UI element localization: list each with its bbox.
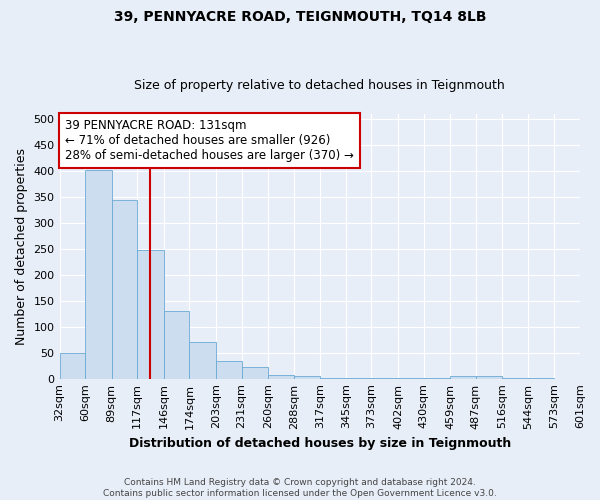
Y-axis label: Number of detached properties: Number of detached properties — [15, 148, 28, 345]
Title: Size of property relative to detached houses in Teignmouth: Size of property relative to detached ho… — [134, 79, 505, 92]
Bar — [137, 250, 164, 378]
Bar — [580, 376, 600, 378]
Bar — [476, 376, 502, 378]
Bar — [216, 360, 242, 378]
Bar — [242, 368, 268, 378]
Bar — [190, 342, 216, 378]
Bar — [294, 376, 320, 378]
Bar — [112, 200, 137, 378]
Text: 39 PENNYACRE ROAD: 131sqm
← 71% of detached houses are smaller (926)
28% of semi: 39 PENNYACRE ROAD: 131sqm ← 71% of detac… — [65, 120, 353, 162]
Bar — [164, 311, 190, 378]
Bar — [268, 374, 294, 378]
Bar — [85, 170, 112, 378]
Bar — [59, 352, 85, 378]
Text: 39, PENNYACRE ROAD, TEIGNMOUTH, TQ14 8LB: 39, PENNYACRE ROAD, TEIGNMOUTH, TQ14 8LB — [114, 10, 486, 24]
X-axis label: Distribution of detached houses by size in Teignmouth: Distribution of detached houses by size … — [128, 437, 511, 450]
Text: Contains HM Land Registry data © Crown copyright and database right 2024.
Contai: Contains HM Land Registry data © Crown c… — [103, 478, 497, 498]
Bar — [450, 376, 476, 378]
